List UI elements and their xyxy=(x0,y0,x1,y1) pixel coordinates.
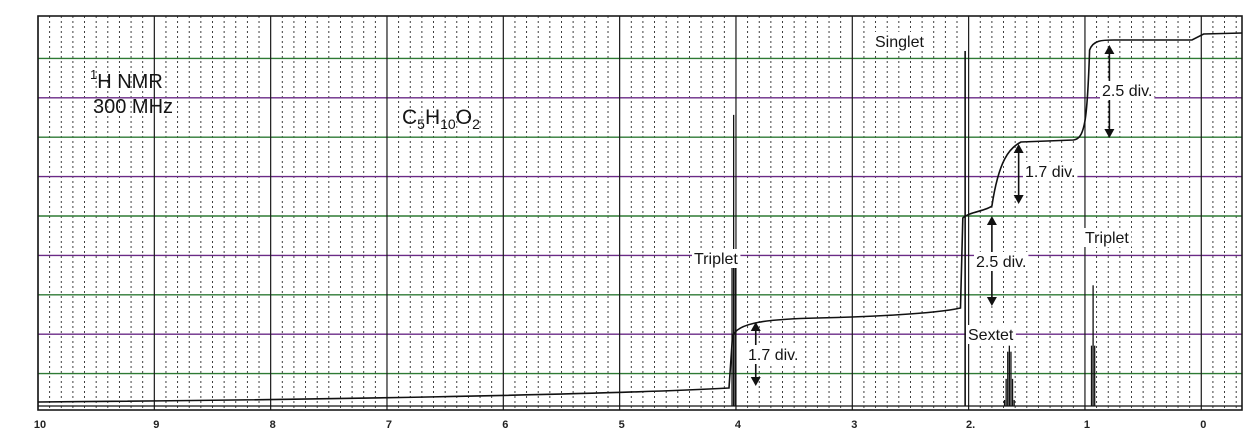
field-strength-label: 300 MHz xyxy=(93,96,173,118)
multiplicity-label: Sextet xyxy=(968,327,1014,344)
integral-curve-group xyxy=(37,32,1243,403)
x-tick-label: 8 xyxy=(270,419,276,431)
x-tick-label: 7 xyxy=(386,419,392,431)
formula-o: O xyxy=(456,106,472,129)
arrow-head-up xyxy=(1104,45,1115,54)
multiplicity-labels: Triplet Singlet Sextet Triplet xyxy=(692,32,1132,344)
molecular-formula: C5H10O2 xyxy=(402,106,480,132)
x-tick-label: 3 xyxy=(851,419,857,431)
multiplicity-label: Triplet xyxy=(1085,230,1129,247)
x-tick-label: 9 xyxy=(153,419,159,431)
spectrum-type-label: 1H NMR xyxy=(90,67,163,93)
label-backdrop xyxy=(974,252,1029,271)
x-tick-label: 6 xyxy=(502,419,508,431)
arrow-head-up xyxy=(1013,144,1024,153)
label-backdrop xyxy=(1023,162,1078,181)
isotope-superscript: 1 xyxy=(90,67,97,82)
arrow-head-down xyxy=(1104,129,1115,138)
arrow-head-down xyxy=(750,377,761,386)
label-backdrop xyxy=(966,325,1016,344)
arrow-head-down xyxy=(1013,195,1024,204)
multiplicity-label: Triplet xyxy=(694,251,738,268)
formula-o-count: 2 xyxy=(472,116,480,132)
formula-c-count: 5 xyxy=(417,116,425,132)
x-tick-label: 1 xyxy=(1084,419,1090,431)
label-backdrop xyxy=(692,249,741,268)
arrow-head-up xyxy=(750,322,761,331)
formula-h: H xyxy=(425,106,440,129)
x-axis-ticks: 10 9 8 7 6 5 4 3 2. 1 0 xyxy=(34,419,1206,431)
integral-label: 2.5 div. xyxy=(976,254,1026,271)
integral-curve xyxy=(37,32,1243,403)
x-tick-label: 4 xyxy=(735,419,742,431)
minor-gridlines xyxy=(49,16,1237,410)
x-tick-label: 2. xyxy=(966,419,975,431)
plot-frame xyxy=(37,15,1243,411)
formula-h-count: 10 xyxy=(440,116,456,132)
integral-arrows xyxy=(750,45,1115,386)
multiplicity-label: Singlet xyxy=(875,34,924,51)
x-tick-label: 10 xyxy=(34,419,46,431)
arrow-head-up xyxy=(986,216,997,225)
label-backdrop xyxy=(746,345,801,364)
formula-c: C xyxy=(402,106,417,129)
horizontal-gridlines xyxy=(38,57,1242,375)
integral-label: 1.7 div. xyxy=(1025,164,1075,181)
label-backdrop xyxy=(1083,228,1132,247)
x-tick-label: 0 xyxy=(1200,419,1206,431)
integral-label: 2.5 div. xyxy=(1102,83,1152,100)
integral-label: 1.7 div. xyxy=(748,347,798,364)
arrow-head-down xyxy=(986,297,997,306)
x-tick-label: 5 xyxy=(619,419,625,431)
spectrum-type-text: H NMR xyxy=(97,71,163,93)
label-backdrop xyxy=(1100,81,1155,100)
label-backdrop xyxy=(873,32,927,51)
integral-labels: 1.7 div. 2.5 div. 1.7 div. 2.5 div. xyxy=(746,81,1155,364)
